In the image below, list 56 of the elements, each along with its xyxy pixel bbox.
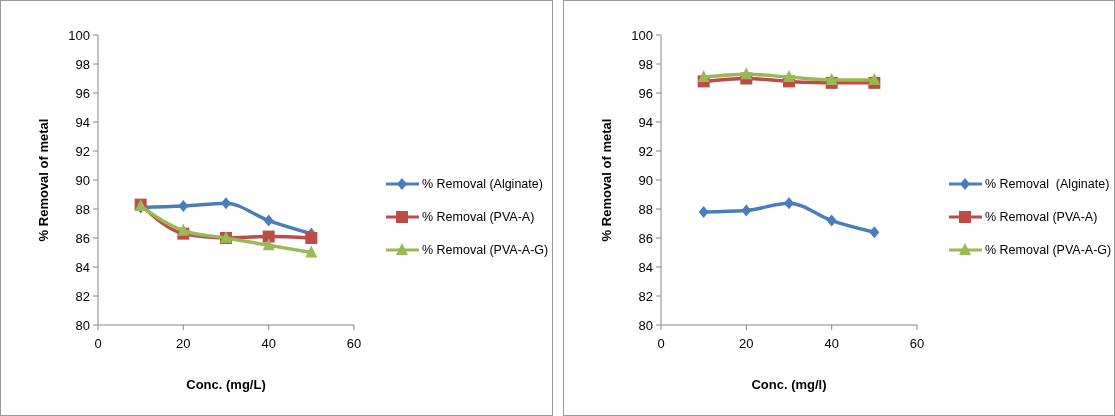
x-axis-title: Conc. (mg/L) xyxy=(186,377,266,392)
legend-label: % Removal (PVA-A-G) xyxy=(984,243,1111,258)
point xyxy=(826,214,837,227)
point xyxy=(825,72,838,85)
x-axis-title: Conc. (mg/l) xyxy=(750,377,827,392)
y-tick-label: 80 xyxy=(75,317,90,333)
point xyxy=(178,200,189,213)
y-tick-label: 94 xyxy=(75,114,90,130)
point xyxy=(698,205,709,218)
y-tick-label: 96 xyxy=(638,85,653,101)
point xyxy=(262,238,275,251)
y-tick-label: 90 xyxy=(75,172,90,188)
y-tick-label: 90 xyxy=(638,172,653,188)
point xyxy=(221,197,231,210)
point xyxy=(177,223,190,236)
x-tick-label: 40 xyxy=(823,336,839,351)
y-axis-title: % Removal of metal xyxy=(36,118,51,242)
y-tick-label: 88 xyxy=(638,201,653,217)
x-tick-label: 60 xyxy=(909,336,924,351)
point xyxy=(305,245,318,258)
y-tick-label: 92 xyxy=(75,143,90,159)
legend-label: % Removal (PVA-A-G) xyxy=(422,243,549,258)
point xyxy=(782,70,795,83)
y-axis-title: % Removal of metal xyxy=(598,118,614,242)
y-tick-label: 88 xyxy=(75,201,90,217)
y-tick-label: 100 xyxy=(630,27,653,43)
point xyxy=(739,67,752,80)
y-tick-label: 84 xyxy=(638,259,653,275)
legend-label: % Removal (Alginate) xyxy=(984,177,1109,192)
y-tick-label: 86 xyxy=(75,230,90,246)
y-tick-label: 84 xyxy=(75,259,90,275)
y-tick-label: 82 xyxy=(638,288,653,304)
y-tick-label: 94 xyxy=(638,114,653,130)
point xyxy=(262,230,275,243)
x-tick-label: 40 xyxy=(261,336,276,351)
y-tick-label: 98 xyxy=(638,56,653,72)
y-tick-label: 82 xyxy=(75,288,90,304)
y-tick-label: 92 xyxy=(638,143,653,159)
y-tick-label: 96 xyxy=(75,85,90,101)
legend-label: % Removal (PVA-A) xyxy=(422,210,535,225)
y-tick-label: 80 xyxy=(638,317,653,333)
legend-label: % Removal (PVA-A) xyxy=(984,210,1097,225)
point xyxy=(305,232,318,244)
y-tick-label: 98 xyxy=(75,56,90,72)
x-tick-label: 20 xyxy=(738,336,754,351)
point xyxy=(868,226,879,239)
x-tick-label: 0 xyxy=(656,336,665,351)
y-tick-label: 100 xyxy=(68,27,90,43)
x-tick-label: 20 xyxy=(176,336,191,351)
x-tick-label: 0 xyxy=(94,336,102,351)
point xyxy=(867,72,880,85)
legend-label: % Removal (Alginate) xyxy=(422,177,543,192)
point xyxy=(263,214,274,227)
x-tick-label: 60 xyxy=(346,336,362,351)
y-tick-label: 86 xyxy=(638,230,653,246)
point xyxy=(697,70,710,83)
